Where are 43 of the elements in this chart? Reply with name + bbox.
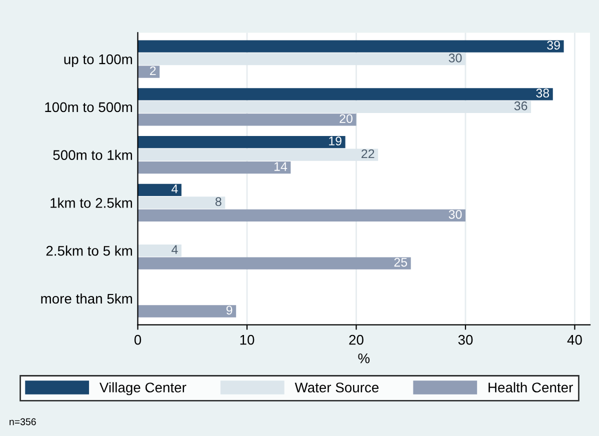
y-tick-label: 500m to 1km [53,150,132,160]
data-label: 25 [394,258,408,267]
data-label: 9 [226,306,232,315]
x-tick-label: 0 [134,334,142,345]
y-tick-label: up to 100m [64,54,132,67]
x-tick-label: 40 [567,334,582,345]
bar [138,40,564,52]
data-label: 4 [172,245,178,254]
text: n=356 [10,418,36,426]
data-label: 2 [150,66,156,76]
legend-label: Village Center [100,382,186,396]
x-tick-label: 20 [349,334,364,345]
legend-label: Health Center [488,382,573,392]
bar [138,114,356,126]
data-label: 22 [362,149,374,158]
data-label: 14 [274,162,288,171]
bar [138,184,182,196]
data-label: 20 [340,114,352,124]
bar [138,136,346,148]
bar [138,162,291,174]
y-tick-label: more than 5km [41,293,132,304]
bar [138,209,466,222]
bar [138,88,553,100]
legend-label: Water Source [294,382,379,392]
x-tick-label: 30 [458,334,473,345]
bar [138,66,160,78]
data-label: 4 [172,184,178,194]
y-tick-label: 100m to 500m [45,102,132,112]
data-label: 30 [448,54,462,62]
data-label: 8 [215,197,222,206]
x-tick-label: 10 [240,334,254,345]
data-label: 30 [448,210,462,219]
data-label: 19 [329,136,342,146]
data-label: 36 [514,101,528,110]
bar [138,257,411,270]
bar [138,244,182,257]
data-label: 38 [536,88,550,98]
bar [138,196,226,209]
data-label: 39 [547,40,560,50]
x-axis-title: % [358,353,370,364]
y-tick-label: 2.5km to 5 km [46,246,132,256]
bar [138,305,236,318]
y-tick-label: 1km to 2.5km [50,198,132,208]
